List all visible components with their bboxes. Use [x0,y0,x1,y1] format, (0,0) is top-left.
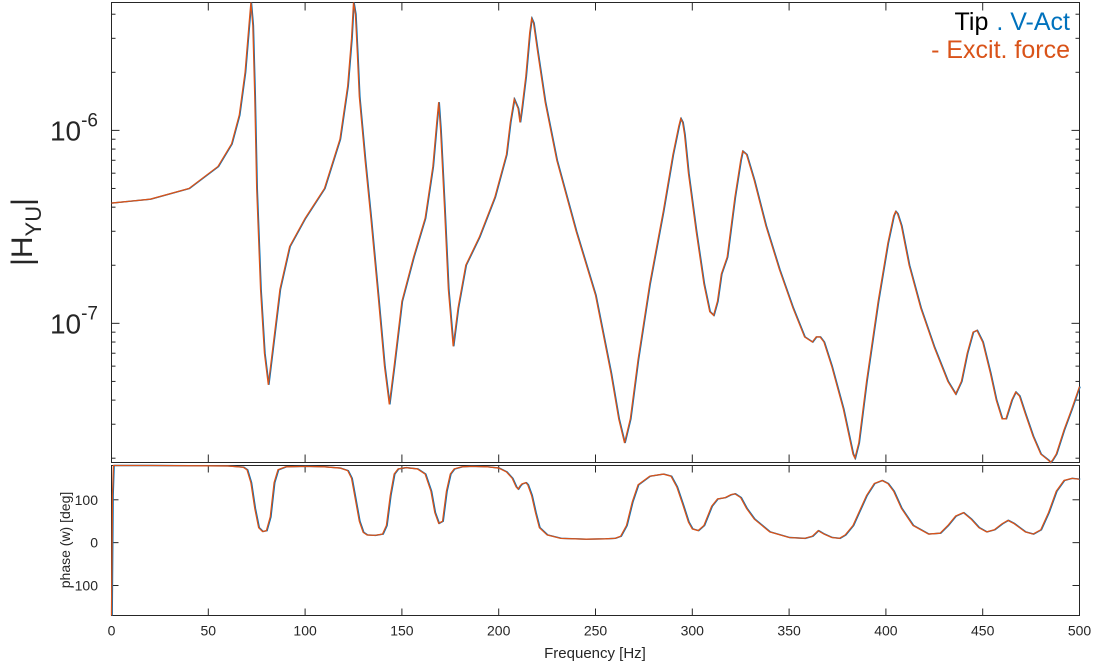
abs-bar-left: | [6,258,39,266]
phase-x-ticks: 0 50 100 150 200 250 300 350 400 450 500 [108,2,1092,639]
tick-label-base: 10 [50,308,81,339]
magnitude-axes-box [111,2,1080,463]
phase-y-axis-label: phase (w) [deg] [57,492,73,589]
tick-label-exponent: -6 [81,110,98,131]
phase-y-ticks: 100 0 -100 [70,492,1080,594]
x-tick-label: 500 [1068,623,1092,639]
phase-line-excit-force [110,464,1080,616]
legend-tip: Tip [955,8,989,36]
phase-lines [110,464,1081,616]
x-tick-label: 450 [971,623,995,639]
svg-text:Tip. V-Act: Tip. V-Act [955,8,1070,36]
svg-text:|HYU|: |HYU| [6,198,46,266]
magnitude-panel: 10-710-6 |HYU| Tip. V-Act - Excit. force [6,2,1081,464]
x-tick-label: 400 [874,623,898,639]
x-tick-label: 300 [681,623,705,639]
x-tick-label: 350 [777,623,801,639]
x-tick-label: 50 [201,623,217,639]
x-axis-label: Frequency [Hz] [544,645,646,662]
magnitude-lines [111,2,1081,464]
x-tick-label: 100 [293,623,317,639]
legend: Tip. V-Act - Excit. force [931,8,1070,64]
abs-bar-right: | [6,198,39,206]
magnitude-y-axis-label: |HYU| [6,198,46,266]
x-tick-label: 250 [584,623,608,639]
phase-y-tick-label: -100 [70,578,98,594]
ylabel-subscript: YU [21,206,46,237]
magnitude-y-tick-labels: 10-710-6 [50,110,98,339]
phase-y-tick-label: 0 [90,535,98,551]
tick-label-exponent: -7 [81,303,98,324]
legend-v-act: . V-Act [996,8,1070,36]
x-tick-label: 200 [487,623,511,639]
ylabel-main: H [6,236,39,258]
magnitude-y-ticks [111,13,1080,459]
phase-axes-box [111,465,1080,616]
x-tick-label: 0 [108,623,116,639]
legend-excit-force: - Excit. force [931,36,1070,64]
phase-y-tick-label: 100 [75,492,99,508]
magnitude-line-excit-force [111,2,1081,464]
x-tick-label: 150 [390,623,414,639]
magnitude-y-tick-label: 10-6 [50,110,98,146]
tick-label-base: 10 [50,115,81,146]
magnitude-y-tick-label: 10-7 [50,303,98,339]
